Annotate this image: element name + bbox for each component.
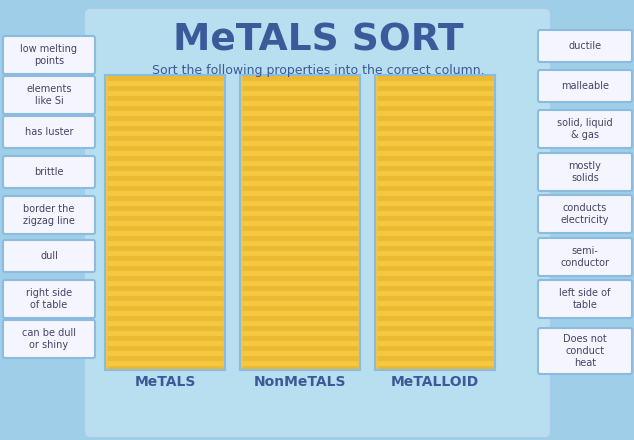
Text: solid, liquid
& gas: solid, liquid & gas: [557, 118, 613, 140]
Bar: [375, 75, 495, 370]
Text: semi-
conductor: semi- conductor: [560, 246, 609, 268]
Text: dull: dull: [40, 251, 58, 261]
Text: elements
like Si: elements like Si: [26, 84, 72, 106]
Text: MeTALS SORT: MeTALS SORT: [172, 22, 463, 58]
Text: mostly
solids: mostly solids: [569, 161, 602, 183]
Text: left side of
table: left side of table: [559, 288, 611, 310]
Bar: [240, 75, 360, 370]
Text: MeTALLOID: MeTALLOID: [391, 375, 479, 389]
Text: has luster: has luster: [25, 127, 74, 137]
Bar: [105, 75, 225, 370]
FancyBboxPatch shape: [3, 320, 95, 358]
Text: low melting
points: low melting points: [20, 44, 77, 66]
FancyBboxPatch shape: [3, 240, 95, 272]
Text: conducts
electricity: conducts electricity: [560, 203, 609, 225]
FancyBboxPatch shape: [538, 110, 632, 148]
Bar: [375, 75, 495, 370]
Text: brittle: brittle: [34, 167, 64, 177]
FancyBboxPatch shape: [3, 76, 95, 114]
Text: ductile: ductile: [569, 41, 602, 51]
Text: malleable: malleable: [561, 81, 609, 91]
Text: can be dull
or shiny: can be dull or shiny: [22, 328, 76, 350]
Text: right side
of table: right side of table: [26, 288, 72, 310]
Text: border the
zigzag line: border the zigzag line: [23, 204, 75, 226]
FancyBboxPatch shape: [3, 116, 95, 148]
Bar: [105, 75, 225, 370]
Text: MeTALS: MeTALS: [134, 375, 196, 389]
FancyBboxPatch shape: [538, 153, 632, 191]
FancyBboxPatch shape: [86, 10, 549, 436]
Text: Sort the following properties into the correct column.: Sort the following properties into the c…: [152, 63, 484, 77]
FancyBboxPatch shape: [538, 238, 632, 276]
FancyBboxPatch shape: [3, 280, 95, 318]
FancyBboxPatch shape: [538, 280, 632, 318]
Bar: [240, 75, 360, 370]
FancyBboxPatch shape: [3, 156, 95, 188]
Text: Does not
conduct
heat: Does not conduct heat: [563, 334, 607, 367]
FancyBboxPatch shape: [538, 70, 632, 102]
FancyBboxPatch shape: [3, 196, 95, 234]
FancyBboxPatch shape: [538, 30, 632, 62]
FancyBboxPatch shape: [538, 195, 632, 233]
Text: NonMeTALS: NonMeTALS: [254, 375, 346, 389]
FancyBboxPatch shape: [3, 36, 95, 74]
FancyBboxPatch shape: [538, 328, 632, 374]
